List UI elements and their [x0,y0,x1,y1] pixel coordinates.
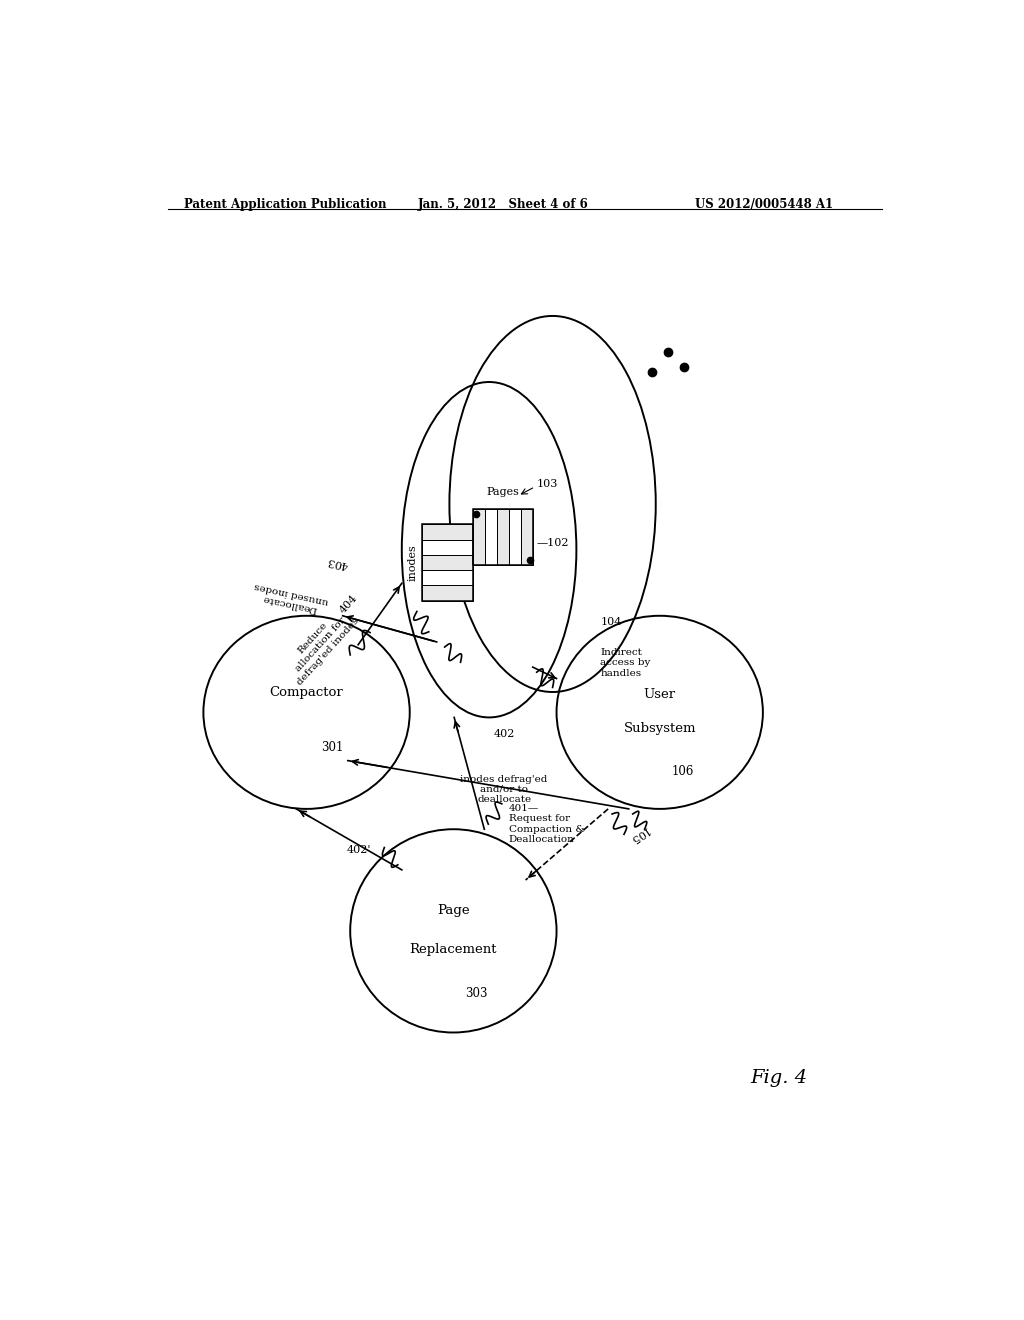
Text: Patent Application Publication: Patent Application Publication [183,198,386,211]
Text: Jan. 5, 2012   Sheet 4 of 6: Jan. 5, 2012 Sheet 4 of 6 [418,198,589,211]
Text: 401—
Request for
Compaction &
Deallocation: 401— Request for Compaction & Deallocati… [509,804,585,843]
Text: 403: 403 [327,556,349,570]
Text: 303: 303 [465,987,487,999]
Text: Replacement: Replacement [410,942,497,956]
Text: Deallocate
unused inodes: Deallocate unused inodes [252,581,330,616]
Text: Indirect
access by
handles: Indirect access by handles [600,648,650,677]
Text: inodes: inodes [408,544,418,581]
Text: 402': 402' [346,845,371,854]
Text: 404: 404 [337,593,359,615]
Text: US 2012/0005448 A1: US 2012/0005448 A1 [695,198,834,211]
Text: 106: 106 [672,766,694,779]
Bar [422,554,473,570]
Text: Fig. 4: Fig. 4 [751,1069,807,1088]
Bar [422,540,473,554]
Text: Subsystem: Subsystem [624,722,696,735]
Text: User: User [644,688,676,701]
Text: Pages: Pages [486,487,519,496]
Text: —102: —102 [537,537,569,548]
Text: 402: 402 [494,729,515,739]
Bar [521,510,532,565]
Text: Compactor: Compactor [269,685,343,698]
Bar [473,510,485,565]
Text: inodes defrag'ed
and/or to
deallocate: inodes defrag'ed and/or to deallocate [461,775,548,804]
Bar [422,524,473,540]
Bar [422,570,473,585]
Bar [509,510,521,565]
Text: Page: Page [437,904,470,917]
Text: 104: 104 [600,616,622,627]
Bar [473,510,532,565]
Bar [422,585,473,601]
Text: 103: 103 [537,479,558,488]
Bar [422,524,473,601]
Bar [497,510,509,565]
Bar [485,510,497,565]
Text: Reduce
allocation for
defrag'ed inodes: Reduce allocation for defrag'ed inodes [280,602,360,686]
Text: 301: 301 [321,741,343,754]
Text: 105: 105 [627,824,649,845]
